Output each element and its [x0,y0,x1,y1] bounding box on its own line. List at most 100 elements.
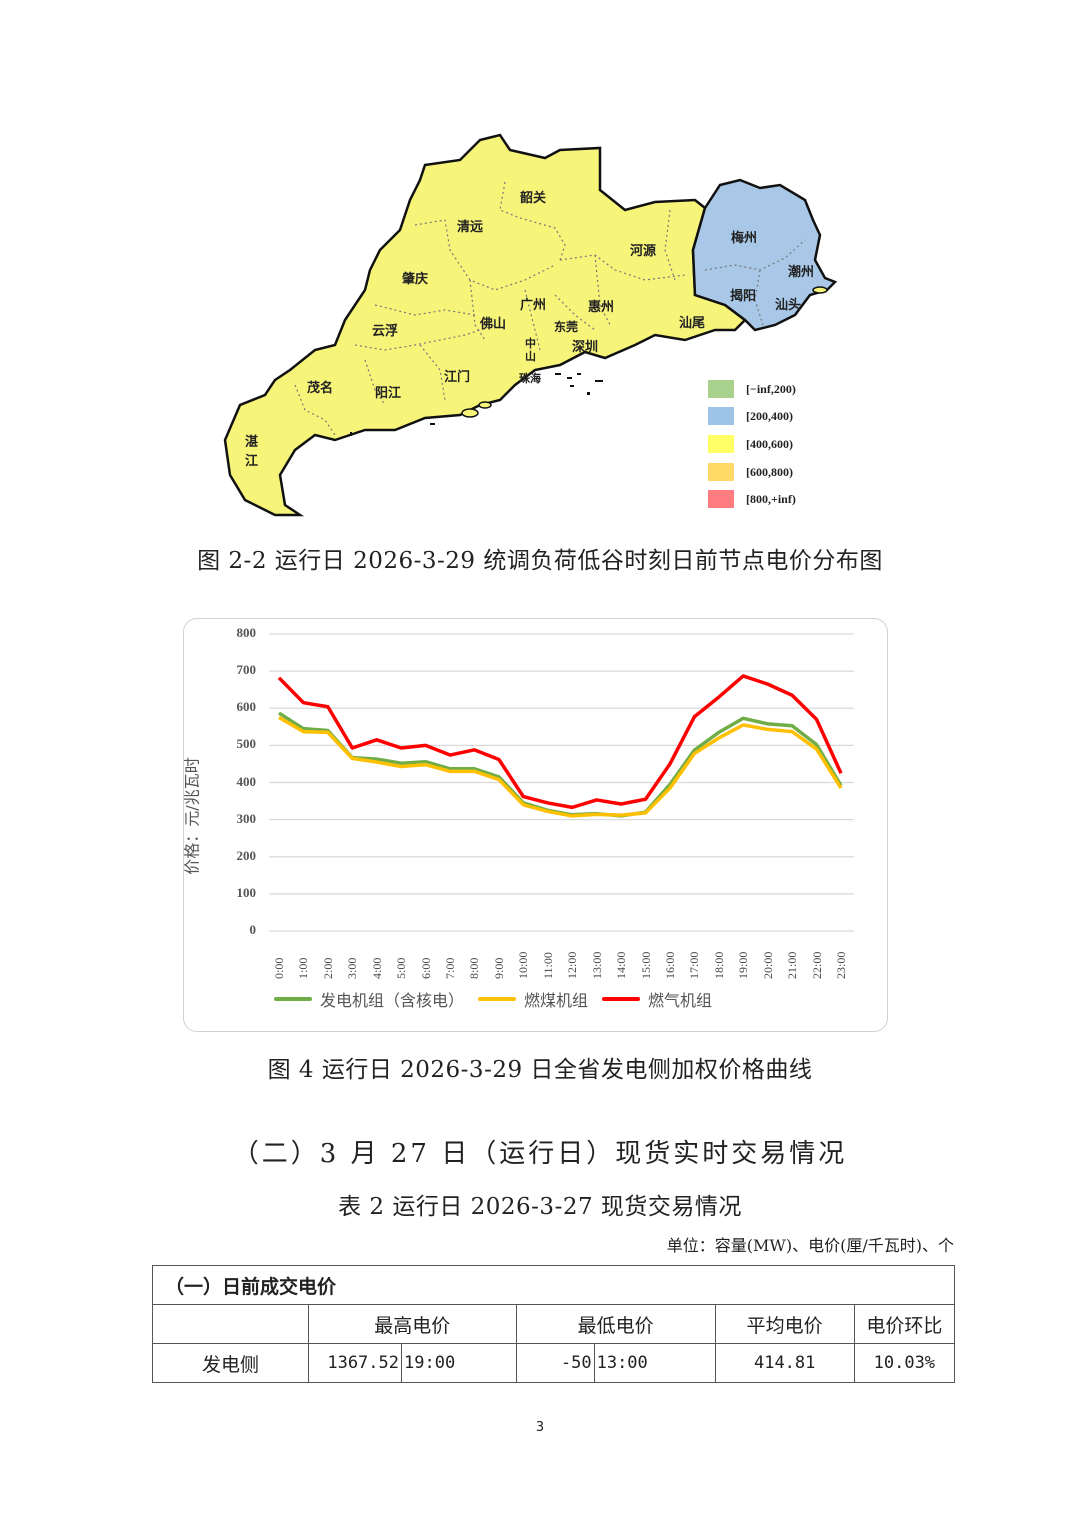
y-tick-label: 200 [236,847,257,863]
region-label: 阳江 [375,386,402,401]
x-tick-label: 0:00 [272,957,286,979]
region-label: 河源 [630,244,657,259]
region-label: 汕头 [775,298,802,313]
legend-entry: [800,+inf) [708,490,796,508]
legend-swatch-orange [708,463,734,481]
x-tick-label: 11:00 [540,952,555,979]
y-tick-label: 0 [249,922,257,937]
x-tick-label: 15:00 [638,951,653,979]
y-tick-label: 600 [236,699,257,715]
y-tick-label: 700 [236,662,257,678]
map-caption: 图 2-2 运行日 2026-3-29 统调负荷低谷时刻日前节点电价分布图 [197,548,883,574]
avg-price-cell: 414.81 [714,1343,855,1383]
x-tick-label: 5:00 [394,957,409,979]
y-tick-label: 300 [236,810,257,826]
legend-entry-gas: 燃气机组 [602,987,712,1011]
region-label: 肇庆 [402,272,429,287]
region-label: 东莞 [554,320,579,334]
legend-entry-generation: 发电机组（含核电） [274,987,464,1011]
legend-entry: [−inf,200) [708,380,796,398]
legend-label: [600,800) [746,464,793,479]
header-cell: 最低电价 [515,1304,716,1344]
max-time-cell: 19:00 [401,1343,517,1383]
region-label: 江门 [444,370,471,385]
x-tick-label: 6:00 [418,957,433,979]
region-label: 茂名 [307,381,334,396]
chart-legend: 发电机组（含核电） 燃煤机组 燃气机组 [274,987,726,1011]
x-tick-label: 16:00 [662,951,677,979]
x-tick-label: 2:00 [320,957,335,979]
legend-label: [400,600) [746,436,793,451]
region-label: 惠州 [588,300,615,315]
county-borders [294,181,806,436]
min-time-cell: 13:00 [593,1343,716,1383]
price-distribution-map: 韶关 清远 河源 梅州 潮州 揭阳 汕头 肇庆 广州 惠州 汕尾 云浮 佛山 东… [215,130,855,530]
max-price-cell: 1367.52 [308,1343,402,1383]
legend-line-yellow [478,997,517,1001]
page-number: 3 [535,1420,545,1435]
x-tick-label: 3:00 [345,957,360,979]
legend-swatch-red [708,490,734,508]
table-row: 发电侧 1367.52 19:00 -50 13:00 414.81 10.03… [152,1343,956,1383]
legend-label: 燃煤机组 [524,991,589,1010]
region-label: 潮州 [788,265,815,280]
guangdong-map-shape [223,133,838,517]
series-line-2 [277,674,843,810]
header-cell: 平均电价 [714,1304,855,1344]
x-tick-label: 17:00 [687,951,702,979]
region-label: 湛江 [245,435,259,469]
island-dots [350,373,603,436]
x-tick-label: 22:00 [809,951,824,979]
legend-entry-coal: 燃煤机组 [478,987,588,1011]
region-label: 佛山 [480,317,507,332]
legend-line-red [602,997,641,1001]
region-label: 韶关 [520,191,547,206]
legend-entry: [600,800) [708,463,793,481]
x-tick-label: 10:00 [516,951,531,979]
x-tick-label: 18:00 [711,951,726,979]
plot-area [269,633,854,932]
group-header: （一）日前成交电价 [152,1265,955,1305]
x-tick-label: 14:00 [614,951,629,979]
x-tick-label: 20:00 [760,951,775,979]
x-tick-label: 19:00 [736,951,751,979]
region-label: 珠海 [519,372,541,385]
legend-swatch-blue [708,407,734,425]
legend-swatch-yellow [708,435,734,453]
trading-table: （一）日前成交电价 最高电价 最低电价 平均电价 电价环比 发电侧 1367.5… [152,1265,956,1383]
table-caption: 表 2 运行日 2026-3-27 现货交易情况 [338,1194,742,1220]
price-curve-chart: 价格：元/兆瓦时 0 100 200 300 400 500 600 700 800 0:00 1… [183,618,888,1032]
x-tick-label: 1:00 [296,957,311,979]
x-tick-label: 7:00 [443,957,458,979]
x-tick-label: 12:00 [565,951,580,979]
price-change-cell: 10.03% [853,1343,956,1383]
legend-label: 燃气机组 [648,991,713,1010]
legend-label: [−inf,200) [746,381,796,396]
table-header-row: 最高电价 最低电价 平均电价 电价环比 [152,1304,956,1344]
x-tick-label: 23:00 [834,951,848,979]
unit-note: 单位：容量(MW)、电价(厘/千瓦时)、个 [666,1236,954,1255]
y-tick-label: 800 [236,625,257,640]
chart-caption: 图 4 运行日 2026-3-29 日全省发电侧加权价格曲线 [267,1057,813,1083]
region-label: 汕尾 [679,316,706,331]
legend-swatch-green [708,380,734,398]
region-label: 云浮 [372,324,399,339]
region-label: 深圳 [572,340,599,355]
region-label: 清远 [457,220,484,235]
min-price-cell: -50 [515,1343,595,1383]
legend-label: [200,400) [746,408,793,423]
header-cell: 最高电价 [308,1304,517,1344]
y-tick-label: 100 [236,884,257,900]
header-cell [152,1304,309,1344]
region-label: 梅州 [731,231,758,246]
header-cell: 电价环比 [853,1304,956,1344]
legend-line-green [274,997,312,1001]
table-group-row: （一）日前成交电价 [152,1265,955,1305]
legend-label: 发电机组（含核电） [320,991,465,1010]
x-tick-label: 13:00 [589,951,604,979]
legend-entry: [400,600) [708,435,793,453]
x-tick-label: 4:00 [369,957,384,979]
y-tick-label: 500 [236,736,257,752]
islands [461,286,828,418]
region-label: 广州 [520,298,547,313]
